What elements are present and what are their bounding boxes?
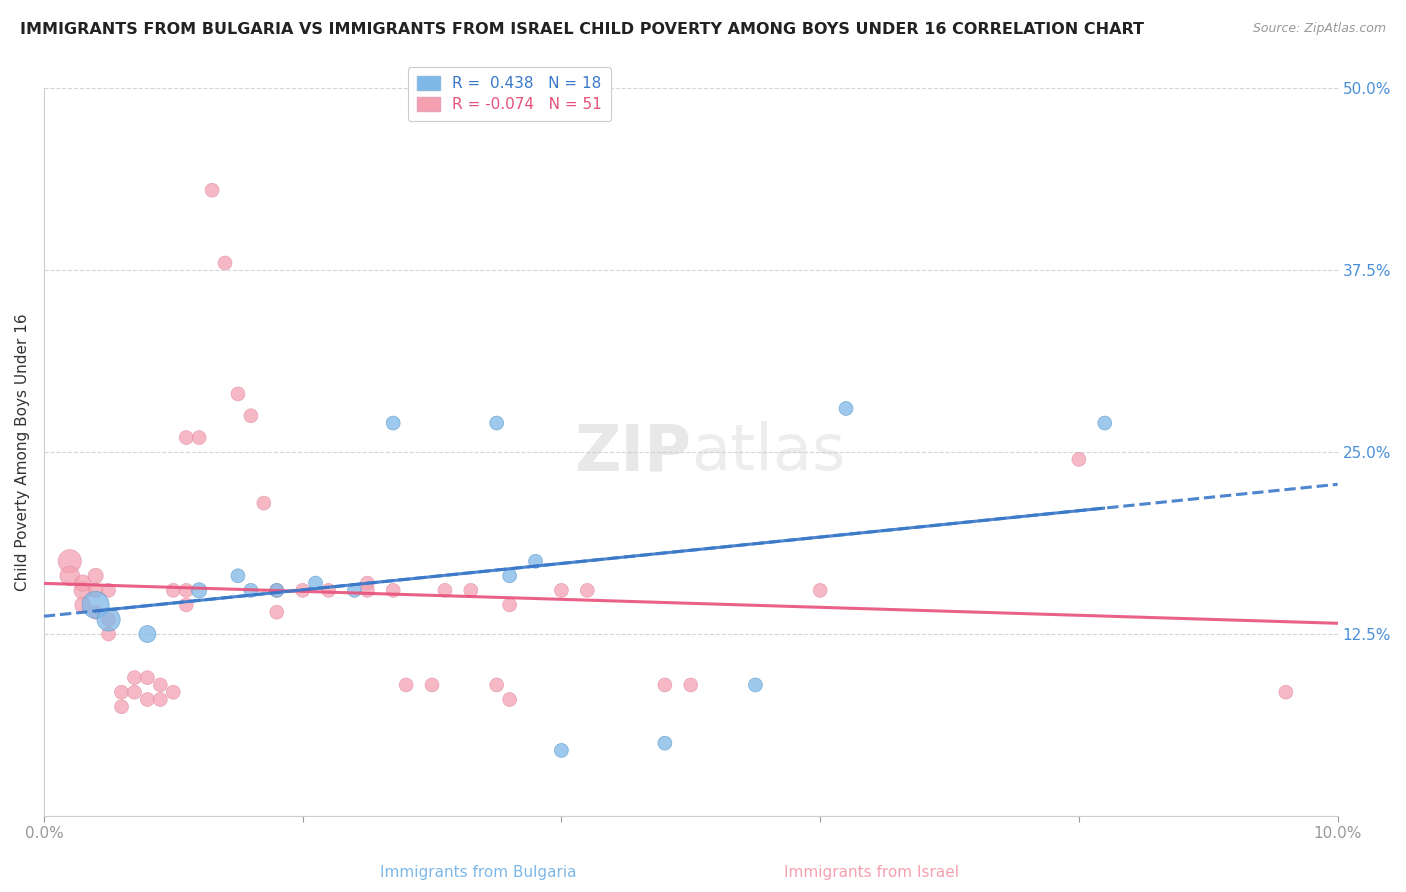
Point	[266, 605, 288, 619]
Point	[239, 409, 262, 423]
Point	[84, 598, 107, 612]
Point	[124, 685, 146, 699]
Point	[188, 583, 211, 598]
Point	[253, 496, 276, 510]
Point	[226, 387, 249, 401]
Point	[420, 678, 443, 692]
Point	[162, 685, 184, 699]
Point	[110, 699, 132, 714]
Point	[654, 678, 676, 692]
Point	[174, 583, 197, 598]
Point	[149, 692, 172, 706]
Point	[1094, 416, 1116, 430]
Point	[97, 583, 120, 598]
Point	[266, 583, 288, 598]
Text: atlas: atlas	[690, 421, 845, 483]
Point	[550, 583, 572, 598]
Point	[201, 183, 224, 197]
Point	[654, 736, 676, 750]
Point	[174, 431, 197, 445]
Point	[59, 554, 82, 568]
Point	[304, 576, 326, 591]
Point	[124, 671, 146, 685]
Point	[84, 583, 107, 598]
Point	[485, 678, 508, 692]
Y-axis label: Child Poverty Among Boys Under 16: Child Poverty Among Boys Under 16	[15, 313, 30, 591]
Point	[524, 554, 547, 568]
Point	[433, 583, 456, 598]
Text: IMMIGRANTS FROM BULGARIA VS IMMIGRANTS FROM ISRAEL CHILD POVERTY AMONG BOYS UNDE: IMMIGRANTS FROM BULGARIA VS IMMIGRANTS F…	[20, 22, 1143, 37]
Text: Source: ZipAtlas.com: Source: ZipAtlas.com	[1253, 22, 1386, 36]
Point	[97, 612, 120, 626]
Point	[679, 678, 702, 692]
Point	[97, 627, 120, 641]
Point	[460, 583, 482, 598]
Point	[382, 416, 405, 430]
Text: Immigrants from Israel: Immigrants from Israel	[785, 865, 959, 880]
Point	[149, 678, 172, 692]
Point	[291, 583, 314, 598]
Point	[226, 569, 249, 583]
Point	[498, 569, 520, 583]
Point	[136, 627, 159, 641]
Point	[744, 678, 766, 692]
Point	[110, 685, 132, 699]
Point	[1067, 452, 1090, 467]
Point	[343, 583, 366, 598]
Point	[174, 598, 197, 612]
Point	[214, 256, 236, 270]
Point	[485, 416, 508, 430]
Point	[239, 583, 262, 598]
Point	[72, 598, 94, 612]
Point	[356, 576, 378, 591]
Point	[84, 605, 107, 619]
Point	[136, 692, 159, 706]
Point	[356, 583, 378, 598]
Point	[576, 583, 599, 598]
Point	[136, 671, 159, 685]
Point	[808, 583, 831, 598]
Point	[162, 583, 184, 598]
Point	[59, 569, 82, 583]
Text: Immigrants from Bulgaria: Immigrants from Bulgaria	[380, 865, 576, 880]
Point	[1275, 685, 1298, 699]
Point	[84, 569, 107, 583]
Point	[97, 612, 120, 626]
Point	[498, 692, 520, 706]
Point	[72, 576, 94, 591]
Point	[266, 583, 288, 598]
Point	[382, 583, 405, 598]
Point	[318, 583, 340, 598]
Point	[835, 401, 858, 416]
Point	[498, 598, 520, 612]
Point	[188, 431, 211, 445]
Point	[72, 583, 94, 598]
Legend: R =  0.438   N = 18, R = -0.074   N = 51: R = 0.438 N = 18, R = -0.074 N = 51	[408, 67, 612, 121]
Text: ZIP: ZIP	[574, 421, 690, 483]
Point	[395, 678, 418, 692]
Point	[550, 743, 572, 757]
